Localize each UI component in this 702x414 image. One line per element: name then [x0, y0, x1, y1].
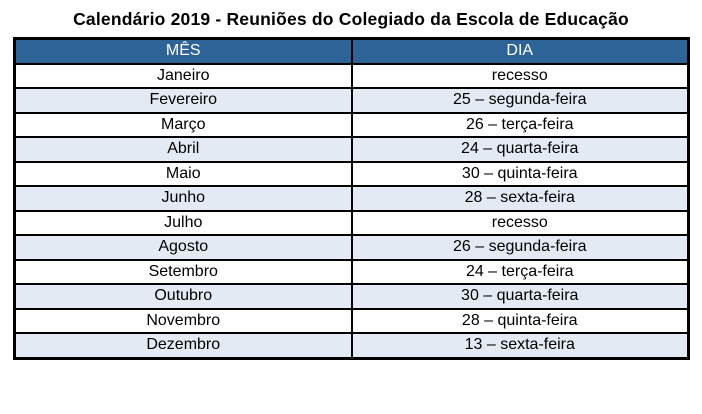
table-body: Janeiro recesso Fevereiro 25 – segunda-f…: [13, 62, 690, 359]
table-row: Abril 24 – quarta-feira: [13, 136, 690, 163]
page-title: Calendário 2019 - Reuniões do Colegiado …: [73, 9, 629, 29]
day-cell: 30 – quinta-feira: [350, 160, 690, 187]
month-cell: Março: [13, 111, 353, 138]
month-cell: Setembro: [13, 258, 353, 285]
month-cell: Julho: [13, 209, 353, 236]
header-row: MÊS DIA: [13, 37, 690, 65]
day-cell: 25 – segunda-feira: [350, 87, 690, 114]
day-cell: 24 – quarta-feira: [350, 136, 690, 163]
month-cell: Agosto: [13, 234, 353, 261]
table-header: MÊS DIA: [13, 37, 690, 65]
column-header-mes: MÊS: [13, 37, 353, 65]
table-row: Fevereiro 25 – segunda-feira: [13, 87, 690, 114]
table-row: Junho 28 – sexta-feira: [13, 185, 690, 212]
calendar-table: MÊS DIA Janeiro recesso Fevereiro 25 – s…: [13, 37, 690, 360]
day-cell: 30 – quarta-feira: [350, 283, 690, 310]
table-row: Dezembro 13 – sexta-feira: [13, 332, 690, 359]
month-cell: Dezembro: [13, 332, 353, 359]
table-row: Agosto 26 – segunda-feira: [13, 234, 690, 261]
month-cell: Outubro: [13, 283, 353, 310]
table-row: Outubro 30 – quarta-feira: [13, 283, 690, 310]
month-cell: Fevereiro: [13, 87, 353, 114]
month-cell: Junho: [13, 185, 353, 212]
table-row: Janeiro recesso: [13, 62, 690, 89]
day-cell: recesso: [350, 209, 690, 236]
month-cell: Janeiro: [13, 62, 353, 89]
day-cell: 26 – terça-feira: [350, 111, 690, 138]
table-row: Maio 30 – quinta-feira: [13, 160, 690, 187]
day-cell: 26 – segunda-feira: [350, 234, 690, 261]
day-cell: 24 – terça-feira: [350, 258, 690, 285]
column-header-dia: DIA: [350, 37, 690, 65]
month-cell: Maio: [13, 160, 353, 187]
table-row: Março 26 – terça-feira: [13, 111, 690, 138]
day-cell: 13 – sexta-feira: [350, 332, 690, 359]
table-row: Setembro 24 – terça-feira: [13, 258, 690, 285]
month-cell: Abril: [13, 136, 353, 163]
day-cell: recesso: [350, 62, 690, 89]
month-cell: Novembro: [13, 307, 353, 334]
table-row: Novembro 28 – quinta-feira: [13, 307, 690, 334]
day-cell: 28 – sexta-feira: [350, 185, 690, 212]
table-row: Julho recesso: [13, 209, 690, 236]
day-cell: 28 – quinta-feira: [350, 307, 690, 334]
